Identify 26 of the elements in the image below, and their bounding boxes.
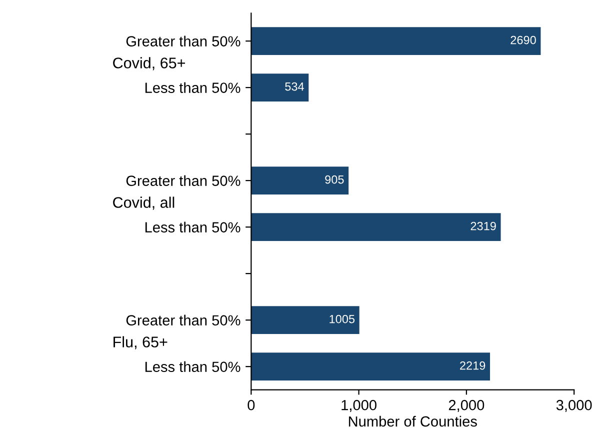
bar: [251, 352, 490, 381]
text: Covid, 65+: [113, 57, 186, 70]
data-label: 905: [325, 175, 344, 184]
bar: [251, 74, 309, 102]
x-tick-label: 0: [248, 400, 255, 410]
bar: [251, 306, 360, 334]
data-label: 534: [285, 82, 304, 91]
y-tick-label: Greater than 50%: [126, 314, 240, 326]
text: Covid, all: [113, 196, 174, 210]
bar: [251, 27, 541, 55]
data-label: 2690: [510, 36, 536, 44]
y-tick-label: Greater than 50%: [126, 36, 240, 46]
y-tick-label: Less than 50%: [145, 82, 240, 93]
bar: [251, 166, 349, 195]
x-axis-title: Number of Counties: [348, 416, 477, 427]
data-label: 1005: [330, 314, 355, 324]
y-tick-label: Less than 50%: [145, 361, 240, 372]
bar: [251, 213, 501, 242]
x-tick-label: 1,000: [342, 400, 376, 412]
data-label: 2319: [470, 222, 496, 230]
y-tick-label: Greater than 50%: [126, 175, 240, 186]
y-tick-label: Less than 50%: [145, 222, 240, 232]
x-tick-label: 3,000: [556, 400, 592, 412]
x-tick-label: 2,000: [448, 400, 484, 412]
data-label: 2219: [460, 361, 486, 370]
text: Flu, 65+: [114, 336, 168, 350]
